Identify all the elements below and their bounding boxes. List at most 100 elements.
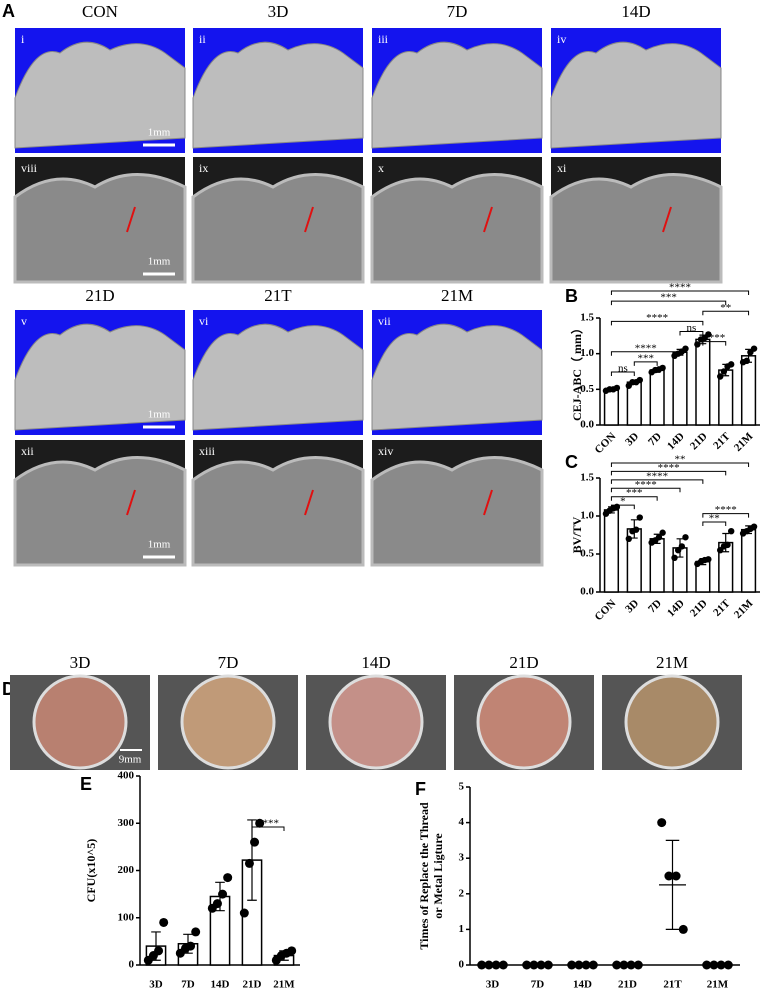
x-tick-label: 3D <box>149 979 163 991</box>
significance-bracket <box>610 300 727 306</box>
significance-bracket <box>702 513 750 518</box>
data-point <box>212 899 222 909</box>
y-tick-label: 1.5 <box>580 472 594 484</box>
data-point <box>250 837 260 847</box>
measure-line <box>126 489 136 516</box>
data-point <box>659 529 666 536</box>
y-tick-label: 1.0 <box>580 510 594 522</box>
significance-label: ns <box>618 363 628 375</box>
x-tick-label: 21M <box>707 979 729 991</box>
tooth-slice <box>191 173 365 284</box>
scale-label: 1mm <box>148 409 171 421</box>
x-tick-label: 21D <box>688 430 710 452</box>
data-point <box>664 871 674 881</box>
data-point <box>682 534 689 541</box>
data-point <box>671 871 681 881</box>
x-tick-label: 14D <box>665 597 687 619</box>
x-tick-label: 21M <box>732 597 756 621</box>
tile-label: i <box>21 32 25 46</box>
significance-bracket <box>610 504 635 510</box>
significance-label: **** <box>646 312 668 324</box>
tooth-shape <box>14 323 186 431</box>
column-label: 3D <box>268 2 289 21</box>
data-point <box>750 345 758 352</box>
error-bar <box>665 839 680 930</box>
tile-label: vi <box>199 314 209 328</box>
x-tick-label: CON <box>593 430 619 456</box>
data-point <box>636 514 643 521</box>
y-tick-label: 0 <box>129 959 135 971</box>
column-label: 21M <box>656 653 688 672</box>
significance-label: **** <box>669 282 691 294</box>
bar <box>603 509 620 593</box>
significance-bracket <box>251 826 285 831</box>
x-tick-label: 21D <box>688 597 710 619</box>
tooth-shape <box>14 41 186 149</box>
data-point <box>682 345 689 352</box>
data-point <box>159 917 169 927</box>
data-point <box>625 535 632 542</box>
tooth-slice <box>191 456 365 567</box>
y-tick-label: 5 <box>459 781 465 793</box>
y-tick-label: 200 <box>118 864 135 876</box>
data-point <box>154 946 164 956</box>
column-label: 21T <box>264 286 292 305</box>
bar <box>649 538 665 593</box>
significance-bracket <box>702 341 727 346</box>
x-tick-label: 21T <box>663 979 682 991</box>
tile-label: ix <box>199 161 208 175</box>
bar <box>695 338 711 426</box>
data-point <box>694 341 701 348</box>
scale-label: 1mm <box>148 127 171 139</box>
data-point <box>750 523 758 530</box>
y-tick-label: 1 <box>459 923 465 935</box>
y-tick-label: 0.5 <box>580 383 594 395</box>
data-point <box>671 554 678 561</box>
x-tick-label: 3D <box>623 430 641 448</box>
x-tick-label: 14D <box>211 979 230 991</box>
tooth-slice <box>370 173 544 284</box>
column-label: 7D <box>218 653 239 672</box>
y-tick-label: 1.5 <box>580 312 594 324</box>
significance-bracket <box>610 290 750 295</box>
petri-dish <box>180 674 276 770</box>
x-tick-label: 21M <box>273 979 295 991</box>
data-point <box>632 526 640 533</box>
data-point <box>720 368 728 375</box>
y-axis-label: CEJ-ABC（ mm） <box>569 322 584 421</box>
scale-label: 1mm <box>148 539 171 551</box>
data-point <box>287 946 297 956</box>
petri-dish <box>32 674 128 770</box>
significance-bracket <box>610 496 658 501</box>
tile-label: xii <box>21 444 34 458</box>
significance-bracket <box>610 351 681 356</box>
significance-label: **** <box>257 818 279 830</box>
significance-bracket <box>702 521 727 526</box>
significance-label: *** <box>637 352 654 364</box>
x-tick-label: 7D <box>181 979 195 991</box>
data-point <box>705 556 712 563</box>
data-point <box>657 818 667 828</box>
x-tick-label: 7D <box>646 597 664 615</box>
data-point <box>255 818 265 828</box>
data-point <box>705 331 712 338</box>
tooth-shape <box>192 41 364 149</box>
data-point <box>655 534 663 541</box>
tile-label: iii <box>378 32 389 46</box>
significance-bracket <box>610 462 750 467</box>
x-tick-label: CON <box>593 597 619 623</box>
data-point <box>191 927 201 937</box>
column-label: 3D <box>70 653 91 672</box>
significance-bracket <box>610 470 727 476</box>
significance-label: **** <box>658 462 680 474</box>
bar <box>740 355 757 426</box>
y-tick-label: 2 <box>459 887 465 899</box>
measure-line <box>483 489 493 516</box>
significance-bracket <box>610 479 704 484</box>
data-point <box>678 924 688 934</box>
significance-bracket <box>702 310 750 316</box>
panel-label: B <box>565 286 578 306</box>
x-tick-label: 21T <box>711 597 733 619</box>
data-point <box>659 364 666 372</box>
